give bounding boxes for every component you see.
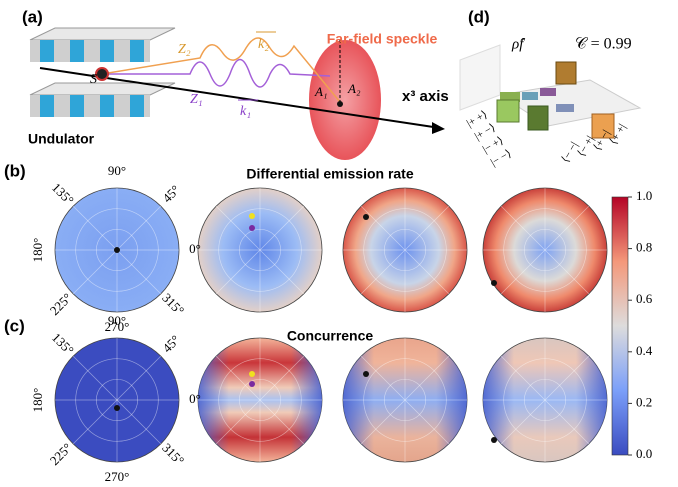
polar-label: 0° [189, 391, 201, 406]
floor [500, 80, 640, 126]
wall [460, 45, 500, 110]
polar-label: 135° [49, 180, 77, 208]
marker-dot [114, 405, 120, 411]
polar-label: 225° [47, 440, 75, 468]
polar-label: 315° [159, 440, 187, 468]
marker-dot [249, 225, 255, 231]
polar-label: 180° [30, 238, 45, 263]
bar [556, 62, 576, 84]
panel-label: (d) [468, 7, 490, 26]
marker-dot [249, 213, 255, 219]
panel-a: (a) Far-field speckle x³ axis Undulator … [22, 7, 449, 160]
concurrence-label: 𝒞 = 0.99 [575, 36, 632, 53]
colorbar-tick-label: 0.8 [636, 240, 652, 255]
bar [556, 104, 574, 112]
polar-label: 180° [30, 388, 45, 413]
colorbar-tick-label: 1.0 [636, 188, 652, 203]
source-label: S [90, 72, 97, 87]
polar-maps: 0° 45° 90° 135° 180° 225° 270° 315° 0° 45° 90° 135°… [30, 163, 607, 484]
colorbar [612, 197, 628, 455]
panel-title: Differential emission rate [246, 166, 413, 182]
a2-label: A₂ [347, 81, 361, 96]
polar-label: 270° [105, 469, 130, 484]
colorbar-tick-label: 0.6 [636, 291, 653, 306]
marker-dot [363, 214, 369, 220]
polar-label: 45° [159, 182, 182, 205]
marker-dot [249, 381, 255, 387]
marker-dot [249, 371, 255, 377]
panel-label: (c) [4, 316, 25, 335]
bar [540, 88, 556, 96]
colorbar-tick-label: 0.2 [636, 394, 652, 409]
polar-label: 90° [108, 163, 126, 178]
polar-label: 0° [189, 241, 201, 256]
polar-label: 225° [47, 290, 75, 318]
polar-label: 315° [159, 290, 187, 318]
marker-dot [491, 437, 497, 443]
speckle-label: Far-field speckle [327, 31, 438, 47]
source-point [96, 68, 108, 80]
bar [522, 92, 538, 100]
k2-label: k₂ [258, 37, 269, 52]
polar-label: 45° [159, 332, 182, 355]
panel-label: (b) [4, 161, 26, 180]
undulator-top [30, 28, 175, 62]
z2-label: Z₂ [178, 42, 191, 57]
bar [528, 106, 548, 130]
axis-label: x³ axis [402, 88, 449, 105]
figure: (a) Far-field speckle x³ axis Undulator … [0, 0, 678, 487]
panel-d: (d) ρ̂f 𝒞 = 0.99 |+ +⟩|+ −⟩|− +⟩|− −⟩⟨− … [460, 7, 640, 168]
panel-title: Concurrence [287, 328, 374, 344]
rho-label: ρ̂f [511, 36, 525, 52]
colorbar-tick-label: 0.4 [636, 343, 653, 358]
undulator-bottom [30, 83, 175, 117]
marker-dot [491, 280, 497, 286]
z1-label: Z₁ [190, 92, 203, 107]
polar-label: 135° [49, 330, 77, 358]
bar [497, 100, 519, 122]
undulator-label: Undulator [28, 131, 95, 147]
axis-arrow [432, 122, 445, 134]
speckle [309, 40, 381, 160]
detector-point [337, 101, 343, 107]
marker-dot [363, 371, 369, 377]
marker-dot [114, 247, 120, 253]
a1-label: A₁ [314, 84, 327, 99]
k1-label: k₁ [240, 104, 251, 119]
colorbar-tick-label: 0.0 [636, 446, 652, 461]
polar-label: 90° [108, 313, 126, 328]
panel-label: (a) [22, 7, 43, 26]
